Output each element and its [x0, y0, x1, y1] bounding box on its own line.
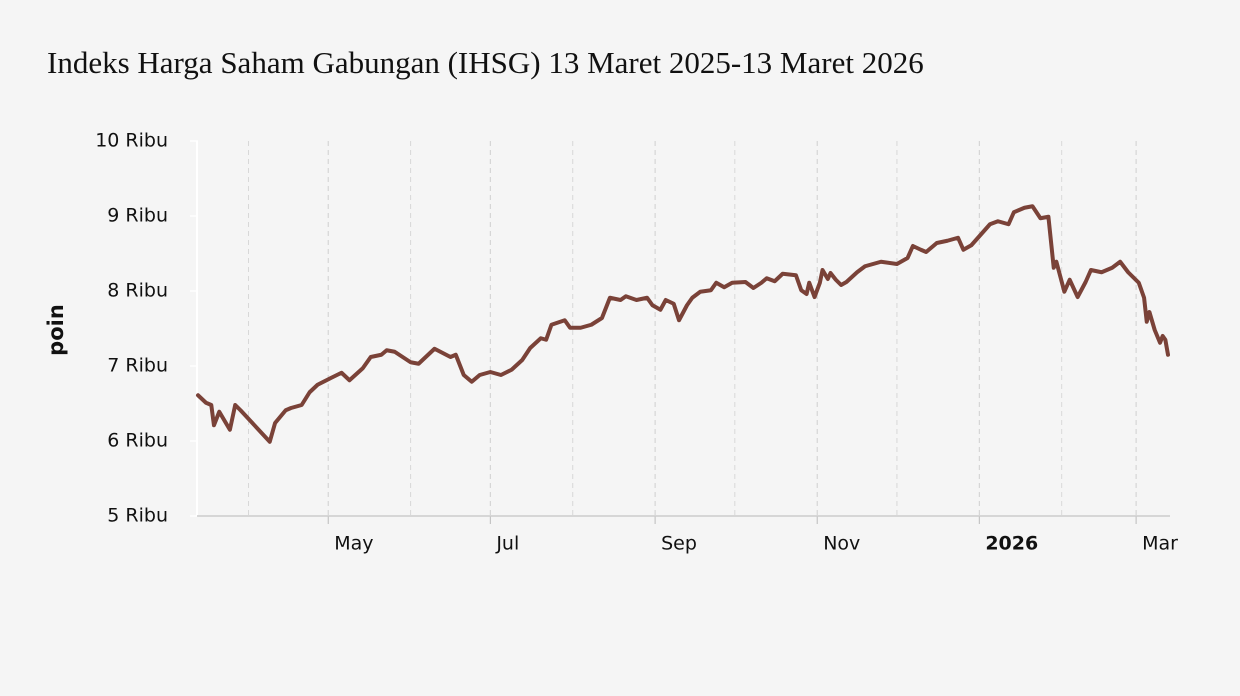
y-tick-label: 9 Ribu — [107, 205, 168, 227]
y-tick-label: 5 Ribu — [107, 505, 168, 527]
x-tick-label: Mar — [1142, 533, 1178, 555]
y-axis-label: poin — [44, 304, 68, 356]
chart-title: Indeks Harga Saham Gabungan (IHSG) 13 Ma… — [47, 45, 924, 80]
y-tick-label: 6 Ribu — [107, 430, 168, 452]
x-tick-label: 2026 — [985, 533, 1038, 555]
y-tick-label: 10 Ribu — [95, 130, 168, 152]
y-tick-label: 8 Ribu — [107, 280, 168, 302]
data-line — [196, 204, 1170, 444]
y-tick-label: 7 Ribu — [107, 355, 168, 377]
x-tick-label: May — [334, 533, 373, 555]
x-tick-label: Sep — [661, 533, 697, 555]
x-tick-label: Jul — [495, 533, 519, 555]
x-tick-label: Nov — [823, 533, 860, 555]
